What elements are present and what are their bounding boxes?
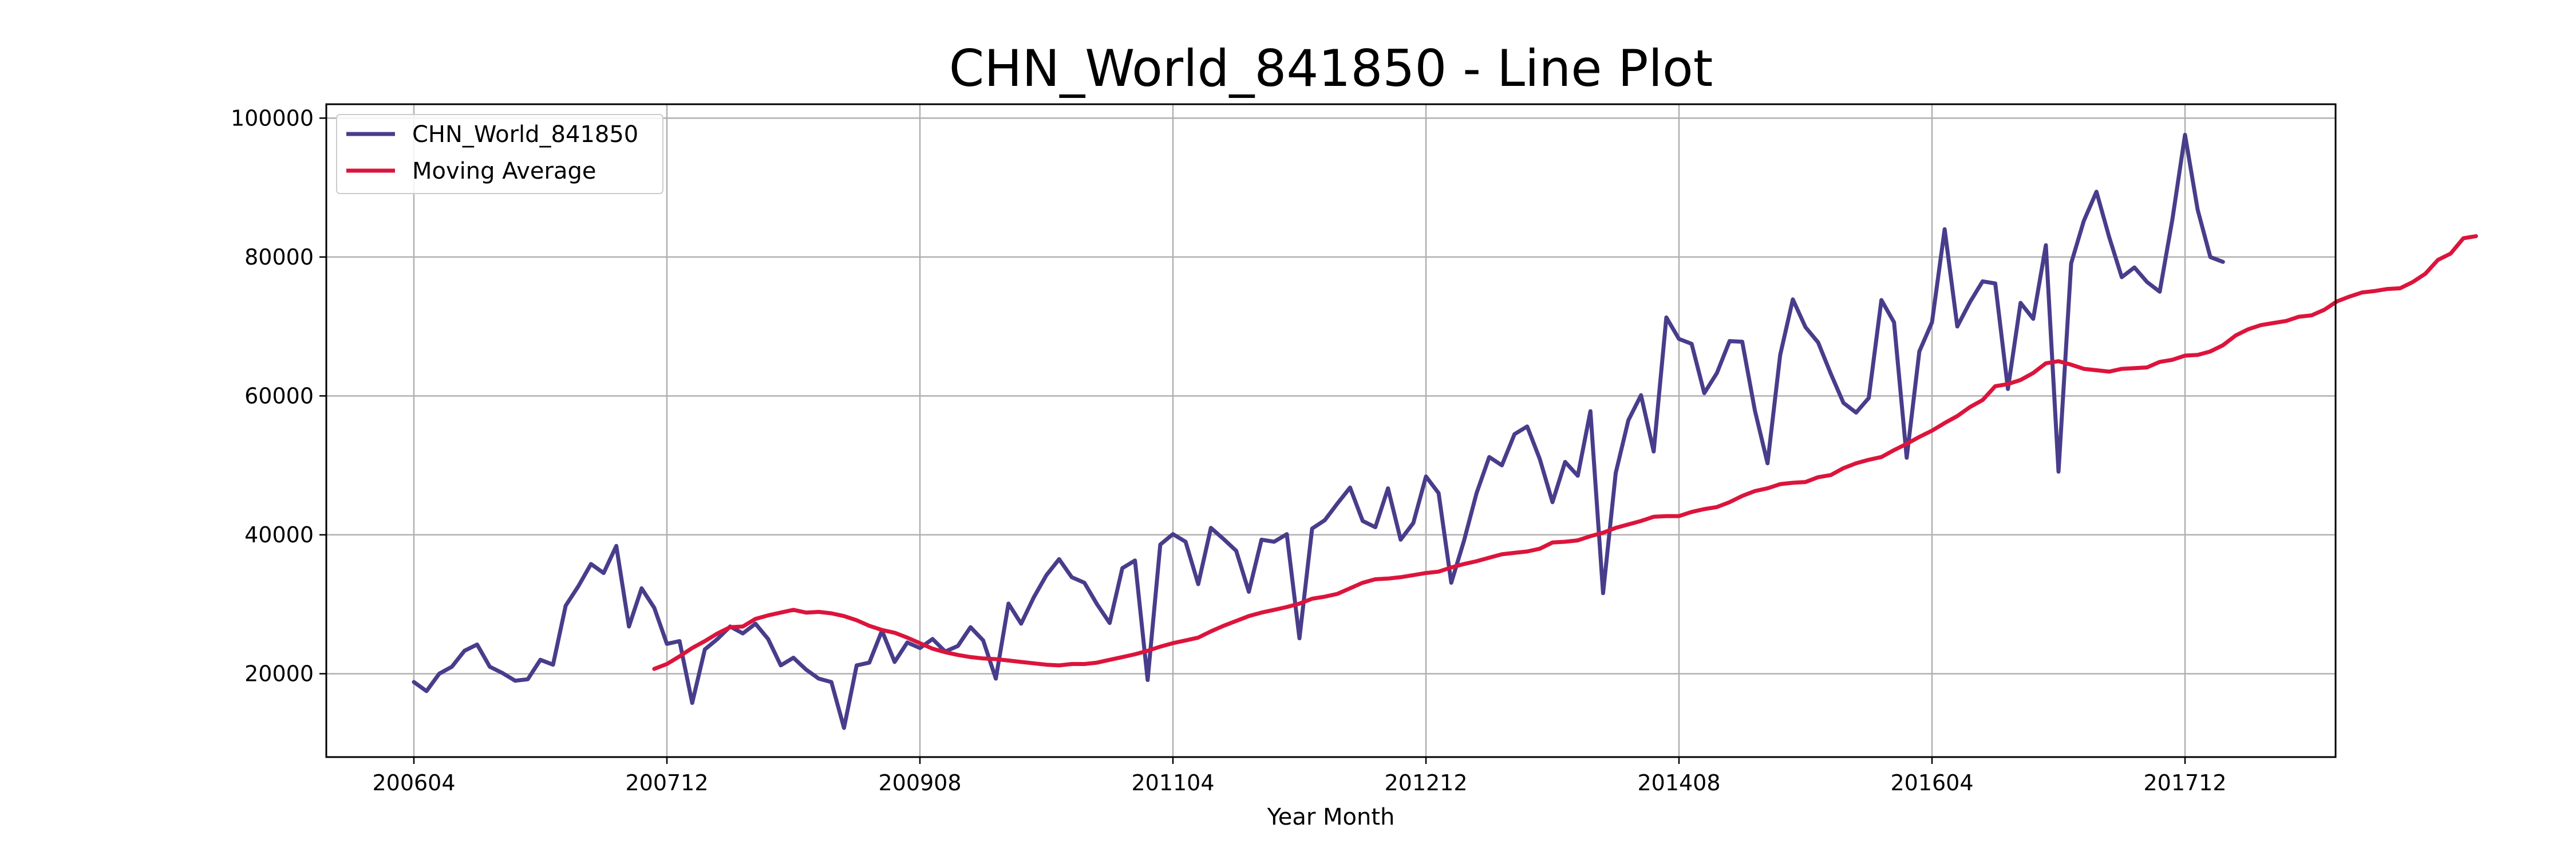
y-tick-label: 100000 bbox=[231, 105, 314, 131]
y-axis: 20000 40000 60000 80000 100000 bbox=[231, 105, 326, 686]
chart-title: CHN_World_841850 - Line Plot bbox=[949, 39, 1713, 98]
x-tick-label: 200604 bbox=[372, 770, 455, 795]
y-tick-label: 20000 bbox=[244, 661, 314, 686]
x-tick-label: 200908 bbox=[878, 770, 961, 795]
grid-lines bbox=[326, 104, 2336, 757]
series-layer bbox=[412, 132, 2478, 730]
legend-box bbox=[336, 114, 663, 194]
moving-average-line bbox=[652, 234, 2478, 671]
series-line bbox=[412, 132, 2225, 730]
x-tick-label: 201408 bbox=[1637, 770, 1720, 795]
plot-frame bbox=[325, 103, 2337, 758]
legend-label-series: CHN_World_841850 bbox=[412, 121, 638, 148]
x-axis-label: Year Month bbox=[1267, 804, 1395, 830]
x-tick-label: 201712 bbox=[2143, 770, 2226, 795]
x-tick-label: 200712 bbox=[625, 770, 708, 795]
legend-label-moving-average: Moving Average bbox=[412, 158, 596, 184]
x-tick-label: 201104 bbox=[1131, 770, 1214, 795]
x-axis: 200604 200712 200908 201104 201212 201408 2016… bbox=[372, 757, 2227, 795]
legend: CHN_World_841850 Moving Average bbox=[336, 114, 663, 194]
y-tick-label: 60000 bbox=[244, 383, 314, 408]
x-tick-label: 201604 bbox=[1890, 770, 1973, 795]
y-tick-label: 80000 bbox=[244, 245, 314, 270]
x-tick-label: 201212 bbox=[1384, 770, 1467, 795]
y-tick-label: 40000 bbox=[244, 522, 314, 547]
